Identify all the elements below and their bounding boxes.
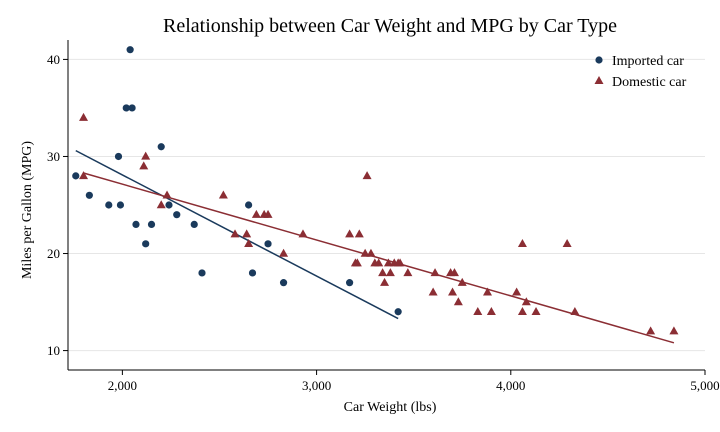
y-tick-label: 30 (47, 149, 60, 164)
y-axis-title: Miles per Gallon (MPG) (20, 141, 35, 279)
imported-point (346, 279, 354, 287)
domestic-point (570, 306, 580, 315)
domestic-point (366, 248, 376, 257)
y-tick-label: 40 (47, 52, 60, 67)
imported-point (279, 279, 288, 287)
domestic-point (244, 239, 254, 248)
domestic-point (486, 306, 496, 315)
x-axis-ticks: 2,000 3,000 4,000 5,000 (108, 370, 720, 393)
imported-point (128, 104, 136, 112)
x-axis-title: Car Weight (lbs) (344, 400, 437, 415)
imported-point (142, 240, 150, 248)
domestic-point (345, 229, 355, 238)
domestic-point (521, 297, 531, 306)
domestic-point (448, 287, 458, 296)
imported-point (248, 269, 257, 277)
imported-point (122, 104, 130, 112)
domestic-point (385, 268, 395, 277)
imported-point (157, 143, 165, 151)
imported-point (394, 308, 402, 316)
legend-label-domestic: Domestic car (612, 75, 687, 90)
domestic-point (230, 229, 240, 238)
x-tick-label: 5,000 (690, 378, 719, 393)
gridlines (68, 58, 705, 352)
x-tick-label: 4,000 (496, 378, 525, 393)
imported-point (198, 269, 206, 277)
domestic-point (242, 229, 252, 238)
domestic-point (298, 229, 308, 238)
domestic-point (263, 209, 273, 218)
legend-marker-domestic (594, 76, 604, 84)
domestic-point (457, 277, 467, 286)
imported-point (264, 240, 272, 248)
imported-point (147, 220, 156, 229)
legend-item-imported: Imported car (595, 54, 684, 69)
domestic-point (354, 229, 364, 238)
domestic-point (517, 306, 527, 315)
domestic-point (374, 258, 384, 267)
domestic-point (279, 248, 289, 257)
x-tick-label: 3,000 (302, 378, 331, 393)
chart-title: Relationship between Car Weight and MPG … (163, 15, 617, 37)
domestic-point (141, 151, 151, 160)
imported-point (85, 191, 93, 199)
domestic-point (449, 268, 459, 277)
y-tick-label: 20 (47, 246, 60, 261)
imported-point (132, 220, 140, 229)
domestic-point (403, 268, 413, 277)
domestic-point (383, 258, 393, 267)
domestic-point (646, 326, 656, 335)
data-points (72, 46, 679, 335)
domestic-point (453, 297, 463, 306)
domestic-point (378, 268, 388, 277)
domestic-point (362, 171, 372, 180)
domestic-point (395, 258, 405, 267)
x-tick-label: 2,000 (108, 378, 137, 393)
domestic-point (79, 171, 89, 180)
domestic-point (352, 258, 362, 267)
imported-point (116, 201, 125, 209)
domestic-point (162, 190, 172, 199)
domestic-point (139, 161, 149, 170)
domestic-point (669, 326, 679, 335)
domestic-point (428, 287, 438, 296)
domestic-point (79, 112, 89, 121)
legend-item-domestic: Domestic car (594, 75, 687, 90)
domestic-point (512, 287, 522, 296)
imported-point (190, 220, 198, 229)
domestic-point (430, 268, 440, 277)
domestic-point (473, 306, 483, 315)
imported-point (105, 201, 113, 209)
domestic-point (380, 277, 390, 286)
imported-point (165, 201, 173, 209)
imported-point (245, 201, 253, 209)
imported-point (72, 172, 80, 180)
legend-label-imported: Imported car (612, 54, 684, 69)
legend-marker-imported (595, 56, 603, 64)
legend: Imported car Domestic car (594, 54, 687, 90)
imported-point (173, 211, 181, 219)
imported-point (126, 46, 134, 54)
domestic-point (562, 239, 572, 248)
imported-point (114, 152, 123, 161)
y-tick-label: 10 (47, 343, 60, 358)
domestic-point (251, 209, 261, 218)
axes (67, 40, 705, 371)
domestic-point (218, 190, 228, 199)
domestic-point (482, 287, 492, 296)
domestic-point (360, 248, 370, 257)
domestic-point (517, 239, 527, 248)
domestic-point (531, 306, 541, 315)
domestic-point (156, 200, 166, 209)
y-axis-ticks: 10 20 30 40 (47, 52, 68, 358)
